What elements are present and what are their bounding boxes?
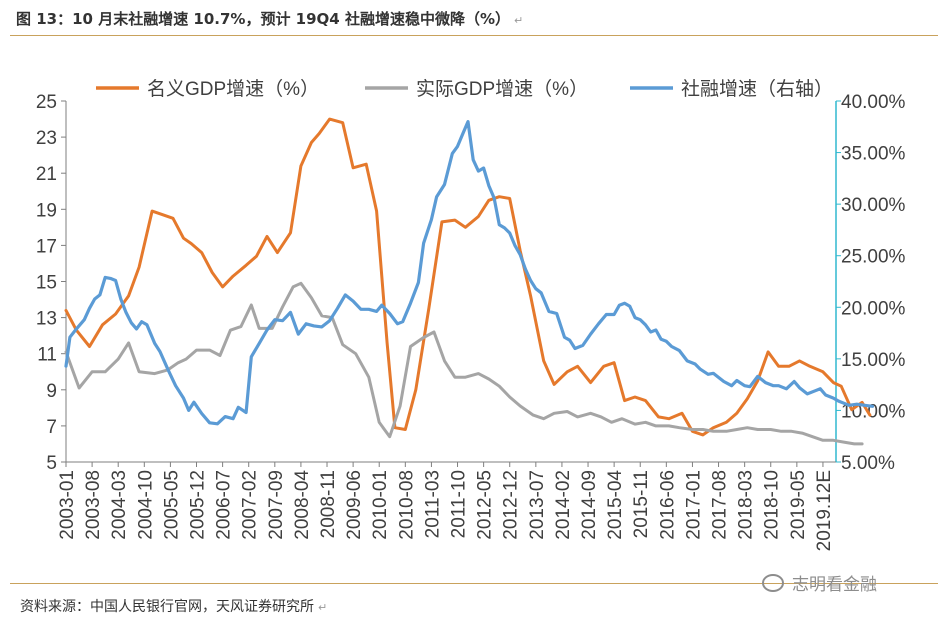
paragraph-mark-icon: ↵ xyxy=(514,14,524,27)
x-axis-tick-label: 2019.12E xyxy=(814,470,835,551)
right-axis-tick-label: 25.00% xyxy=(841,247,906,268)
x-axis-tick-label: 2011-10 xyxy=(449,470,470,538)
x-axis-tick-label: 2017-01 xyxy=(683,470,704,540)
x-axis-tick-label: 2008-04 xyxy=(292,470,313,540)
x-axis-tick-label: 2015-11 xyxy=(631,470,652,538)
x-axis-tick-label: 2005-05 xyxy=(161,470,182,540)
left-axis-tick-label: 21 xyxy=(36,164,57,185)
left-axis-tick-label: 19 xyxy=(36,200,57,221)
top-divider xyxy=(10,35,938,36)
figure-title-text: 图 13：10 月末社融增速 10.7%，预计 19Q4 社融增速稳中微降（%） xyxy=(16,10,510,28)
paragraph-mark-icon: ↵ xyxy=(318,601,328,614)
wechat-icon xyxy=(762,574,784,592)
figure-title: 图 13：10 月末社融增速 10.7%，预计 19Q4 社融增速稳中微降（%）… xyxy=(16,8,523,29)
x-axis-tick-label: 2007-09 xyxy=(266,470,287,540)
x-axis-tick-label: 2003-08 xyxy=(83,470,104,540)
x-axis-tick-label: 2008-11 xyxy=(318,470,339,538)
legend-label: 社融增速（右轴） xyxy=(681,78,833,100)
right-axis-tick-label: 15.00% xyxy=(841,350,906,371)
right-axis-tick-label: 20.00% xyxy=(841,298,906,319)
left-axis-tick-label: 25 xyxy=(36,92,57,113)
x-axis-tick-label: 2019-05 xyxy=(788,470,809,540)
x-axis-tick-label: 2004-03 xyxy=(109,470,130,540)
source-note: 资料来源：中国人民银行官网，天风证券研究所 ↵ xyxy=(20,596,327,616)
right-axis-tick-label: 35.00% xyxy=(841,144,906,165)
left-axis-tick-label: 13 xyxy=(36,309,57,330)
left-axis-tick-label: 17 xyxy=(36,236,57,257)
x-axis-tick-label: 2005-12 xyxy=(188,470,209,540)
x-axis-tick-label: 2006-07 xyxy=(214,470,235,540)
left-axis-tick-label: 15 xyxy=(36,273,57,294)
series-line xyxy=(64,281,864,446)
x-axis-tick-label: 2013-07 xyxy=(527,470,548,540)
x-axis-tick-label: 2012-12 xyxy=(501,470,522,540)
series-line xyxy=(64,120,875,426)
left-axis-tick-label: 7 xyxy=(46,417,57,438)
right-axis-tick-label: 5.00% xyxy=(841,453,895,474)
x-axis-tick-label: 2007-02 xyxy=(240,470,261,540)
right-axis-tick-label: 40.00% xyxy=(841,92,906,113)
x-axis-tick-label: 2003-01 xyxy=(57,470,78,540)
watermark-text: 志明看金融 xyxy=(792,575,877,595)
left-axis-tick-label: 11 xyxy=(37,345,57,366)
x-axis-tick-label: 2012-05 xyxy=(475,470,496,540)
x-axis-tick-label: 2010-01 xyxy=(370,470,391,540)
x-axis-tick-label: 2016-06 xyxy=(657,470,678,540)
x-axis-tick-label: 2018-10 xyxy=(762,470,783,540)
left-axis-tick-label: 23 xyxy=(36,128,57,149)
x-axis-tick-label: 2014-02 xyxy=(553,470,574,540)
watermark: 志明看金融 xyxy=(762,570,877,595)
x-axis-tick-label: 2011-03 xyxy=(422,470,443,538)
series-line xyxy=(64,117,872,437)
left-axis-tick-label: 5 xyxy=(46,453,57,474)
x-axis-tick-label: 2017-08 xyxy=(710,470,731,540)
x-axis-tick-label: 2015-04 xyxy=(605,470,626,540)
source-note-text: 资料来源：中国人民银行官网，天风证券研究所 xyxy=(20,599,314,615)
bottom-divider xyxy=(10,583,938,584)
x-axis-tick-label: 2009-06 xyxy=(344,470,365,540)
left-axis-tick-label: 9 xyxy=(46,381,57,402)
legend-label: 实际GDP增速（%） xyxy=(416,78,588,100)
right-axis-tick-label: 30.00% xyxy=(841,195,906,216)
x-axis-tick-label: 2014-09 xyxy=(579,470,600,540)
x-axis-tick-label: 2010-08 xyxy=(396,470,417,540)
line-chart: 57911131517192123255.00%10.00%15.00%20.0… xyxy=(36,78,906,551)
x-axis-tick-label: 2004-10 xyxy=(135,470,156,540)
legend-label: 名义GDP增速（%） xyxy=(147,78,319,100)
x-axis-tick-label: 2018-03 xyxy=(736,470,757,540)
